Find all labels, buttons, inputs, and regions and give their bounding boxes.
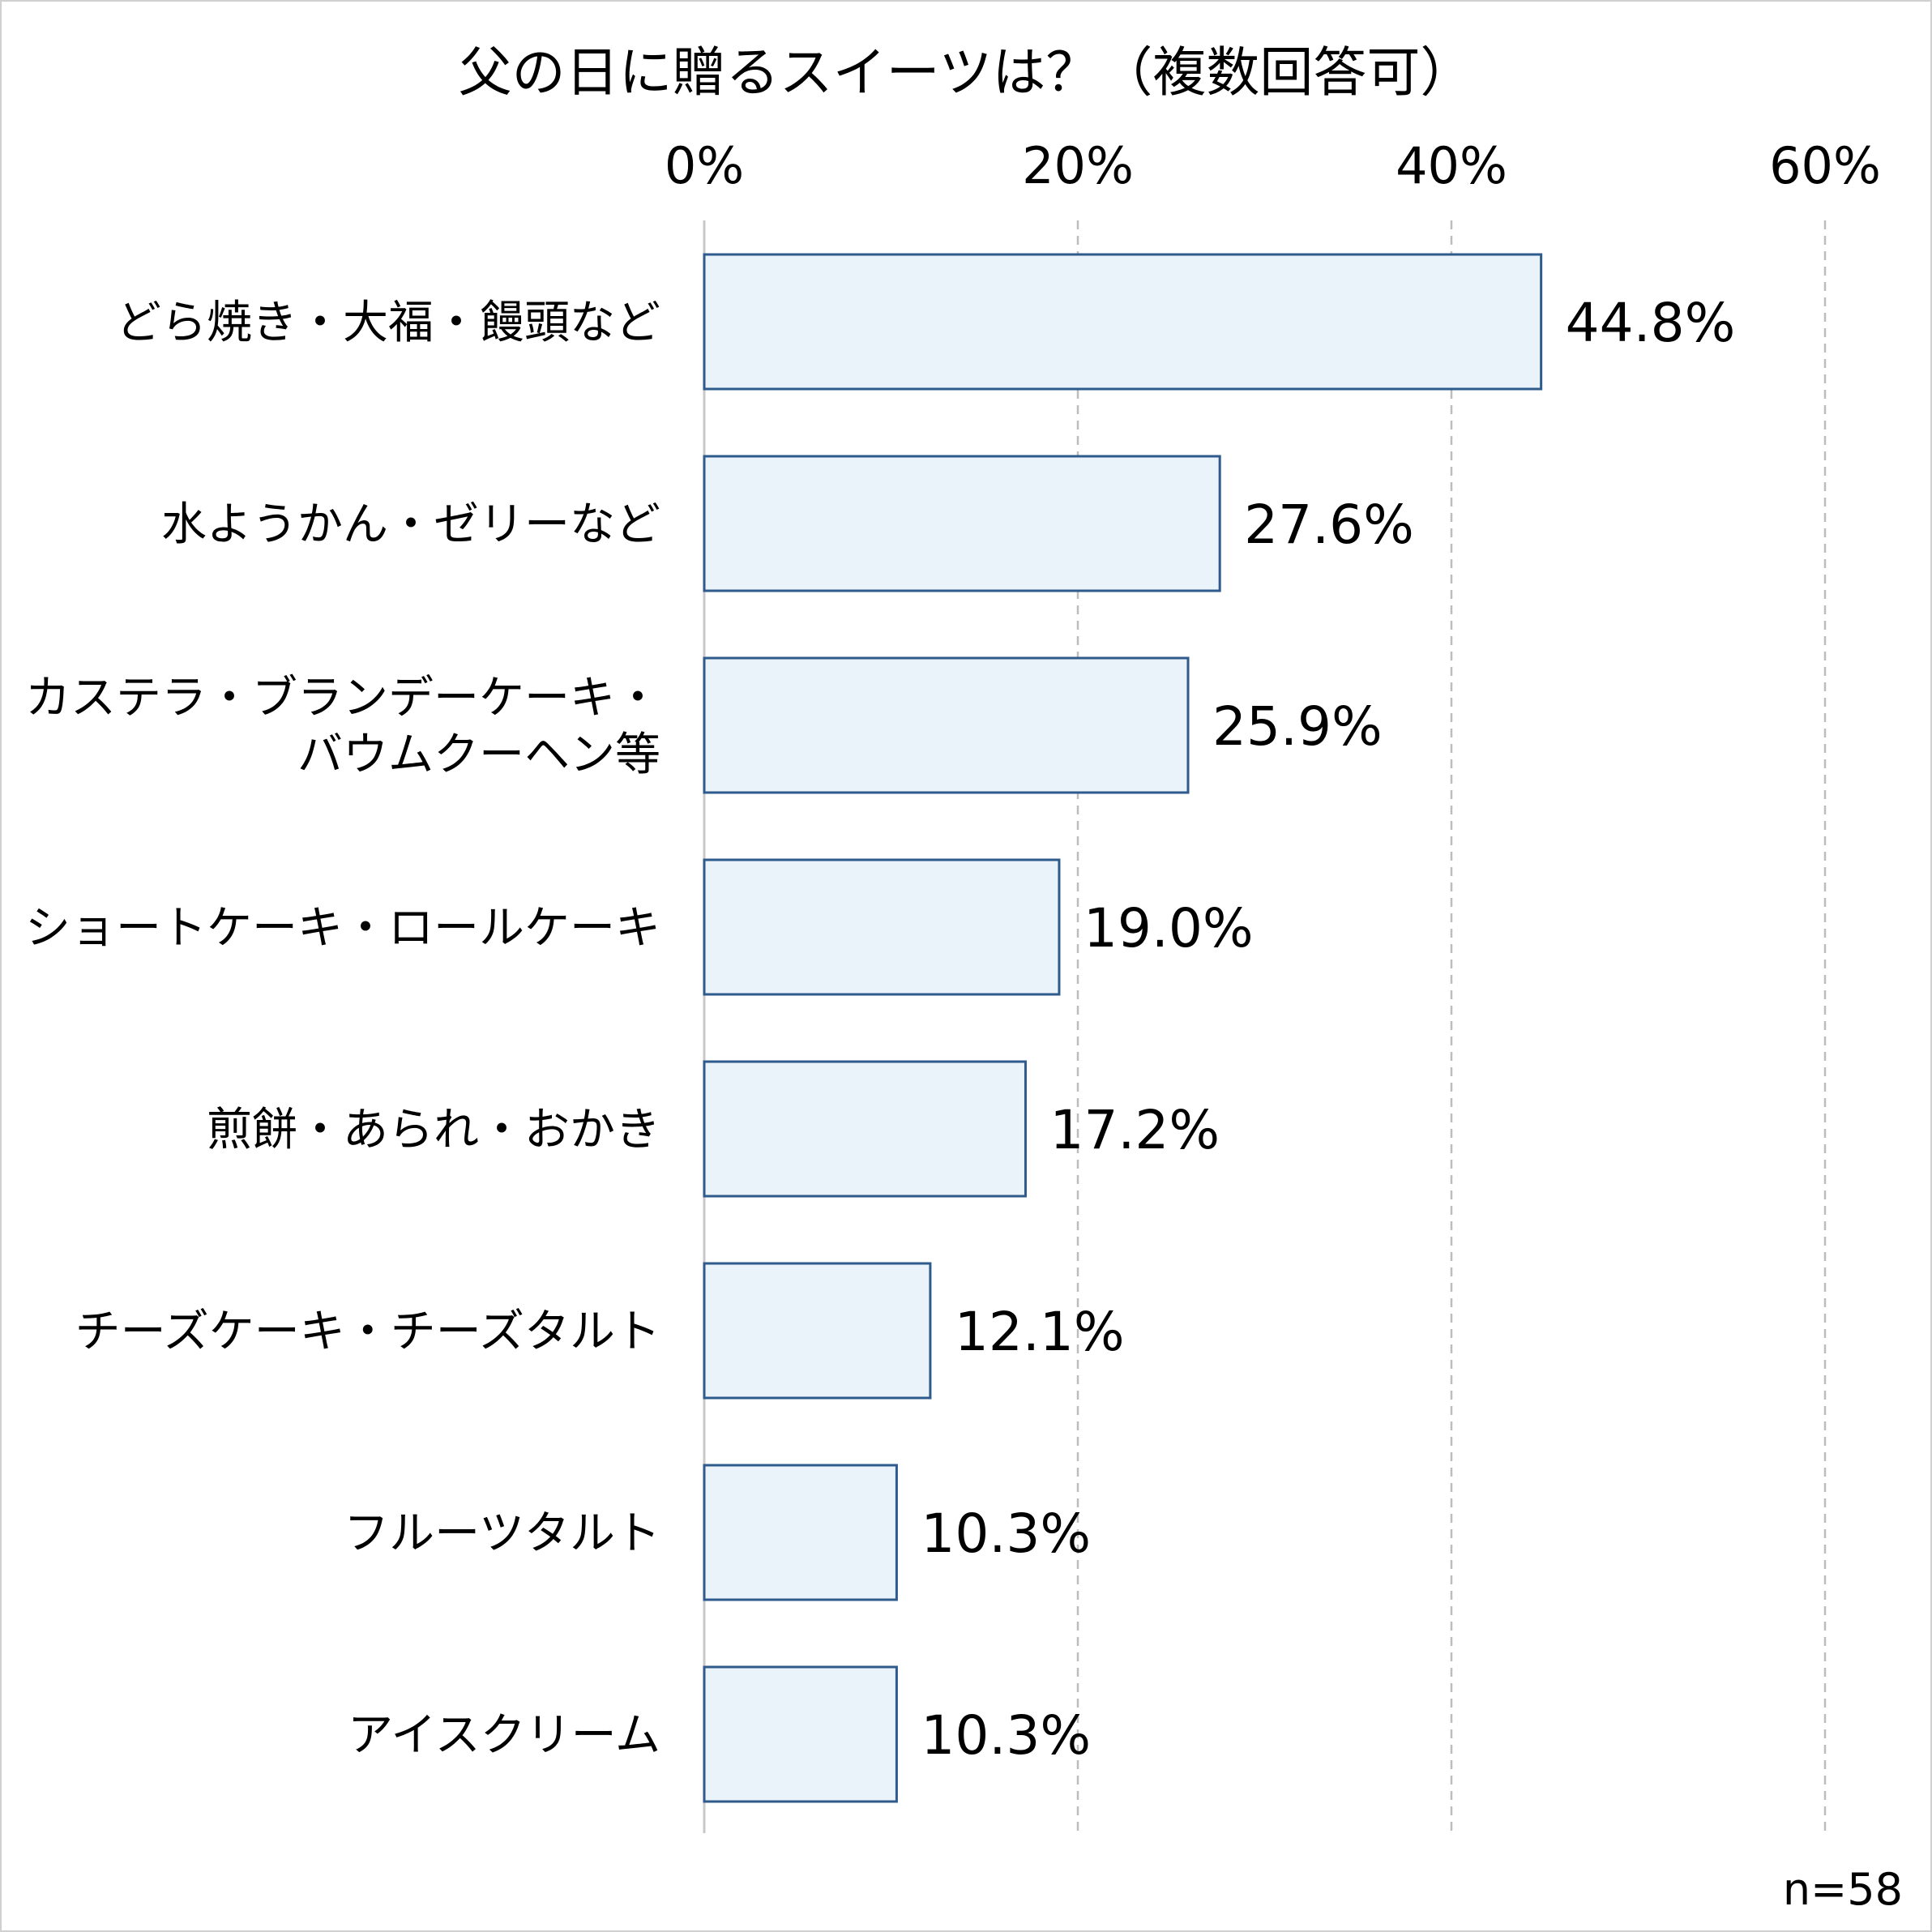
axis-tick-labels: 0% 20% 40% 60%: [665, 136, 1881, 195]
category-label: フルーツタルト: [344, 1507, 660, 1560]
bars: [703, 253, 1543, 1803]
value-label: 10.3%: [921, 1704, 1091, 1767]
value-label: 17.2%: [1049, 1099, 1220, 1161]
bar: [703, 1060, 1027, 1198]
value-label: 27.6%: [1244, 494, 1414, 556]
value-label: 44.8%: [1566, 292, 1736, 354]
bar: [703, 1464, 898, 1601]
x-tick-label: 0%: [665, 136, 744, 195]
value-label: 12.1%: [955, 1301, 1125, 1363]
value-labels: 44.8% 27.6% 25.9% 19.0% 17.2% 12.1% 10.3% 10.3%: [921, 292, 1735, 1767]
value-label: 10.3%: [921, 1502, 1091, 1565]
sample-size-note: n=58: [1783, 1864, 1903, 1915]
category-label: バウムクーヘン等: [297, 729, 660, 781]
category-label: チーズケーキ・チーズタルト: [75, 1306, 660, 1358]
bar: [703, 858, 1061, 996]
category-label: どら焼き・大福・饅頭など: [116, 297, 660, 349]
category-labels: どら焼き・大福・饅頭など水ようかん・ゼリーなどカステラ・ブランデーケーキ・バウム…: [25, 297, 660, 1762]
bar: [703, 455, 1221, 592]
category-label: 煎餅・あられ・おかき: [207, 1104, 660, 1156]
category-label: 水ようかん・ゼリーなど: [161, 498, 660, 551]
bar: [703, 253, 1543, 391]
chart-title: 父の日に贈るスイーツは？（複数回答可）: [459, 41, 1474, 104]
x-tick-label: 60%: [1769, 136, 1881, 195]
value-label: 19.0%: [1084, 897, 1254, 960]
category-label: ショートケーキ・ロールケーキ: [25, 902, 660, 955]
bar: [703, 1262, 932, 1400]
category-label: アイスクリーム: [348, 1709, 660, 1762]
bar: [703, 1665, 898, 1803]
value-label: 25.9%: [1212, 695, 1383, 758]
x-tick-label: 40%: [1396, 136, 1507, 195]
x-tick-label: 20%: [1022, 136, 1134, 195]
bar: [703, 656, 1190, 794]
category-label: カステラ・ブランデーケーキ・: [25, 672, 660, 724]
